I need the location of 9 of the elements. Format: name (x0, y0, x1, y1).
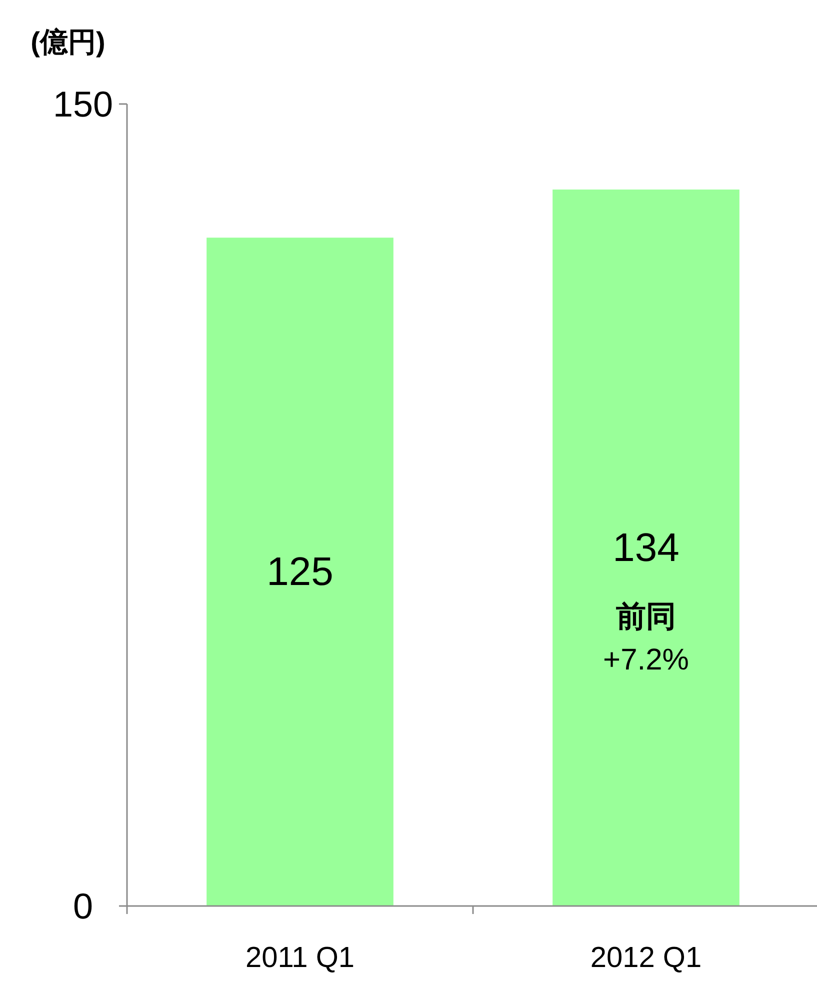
data-label: 134 (612, 526, 680, 570)
y-axis-title: (億円) (30, 26, 106, 58)
y-tick-label: 150 (52, 84, 114, 124)
data-label: 125 (266, 550, 334, 594)
y-tick-label: 0 (72, 886, 94, 926)
x-tick-label: 2011 Q1 (245, 942, 355, 974)
annotation: +7.2% (603, 643, 689, 676)
annotation: 前同 (616, 600, 676, 634)
x-tick-label: 2012 Q1 (590, 942, 702, 974)
